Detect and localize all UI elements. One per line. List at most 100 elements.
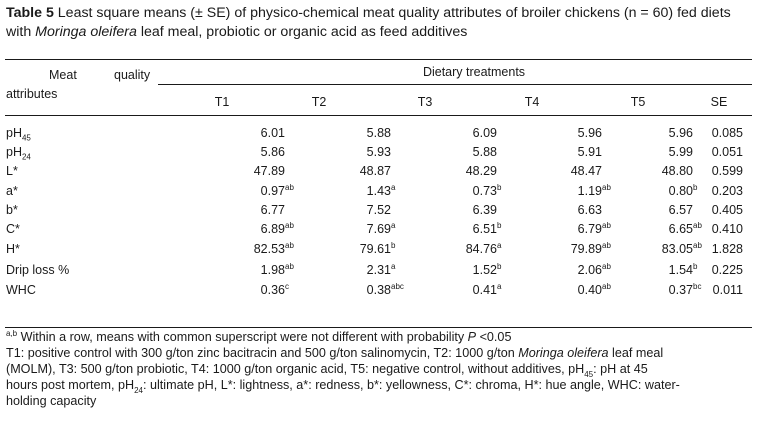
header-dietary-treatments: Dietary treatments [422,65,526,79]
cell-value: 5.86 [260,145,285,159]
cell-superscript: b [497,182,502,192]
table-cell-t5: 48.80 [662,163,693,179]
row-label-subscript: 24 [21,152,31,162]
table-cell-t2: 5.88 [367,125,391,141]
cell-value: 6.79 [577,222,602,236]
table-cell-t4: 6.79ab [578,221,611,237]
cell-value: 82.53 [253,242,285,256]
cell-value: 2.06 [577,263,602,277]
cell-superscript: b [497,261,502,271]
legend-text-1: T1: positive control with 300 g/ton zinc… [6,346,519,360]
cell-value: 6.39 [472,203,497,217]
cell-value: 5.93 [366,145,391,159]
table-cell-se: 0.405 [711,203,743,217]
header-quality: quality [114,68,151,82]
cell-value: 6.51 [472,222,497,236]
cell-superscript: abc [391,281,404,291]
cell-superscript: ab [602,220,611,230]
cell-value: 6.65 [668,222,693,236]
table-cell-t5: 5.99 [669,144,693,160]
cell-value: 7.69 [366,222,391,236]
top-rule [5,59,752,60]
table-caption: Table 5 Least square means (± SE) of phy… [6,4,751,42]
legend-text-6: : ultimate pH, L*: lightness, a*: rednes… [143,378,680,392]
legend-species: Moringa oleifera [518,346,609,360]
table-cell-se: 0.051 [711,145,743,159]
table-cell-t5: 6.65ab [669,221,702,237]
table-cell-t3: 6.09 [473,125,497,141]
cell-value: 1.43 [366,184,391,198]
cell-value: 2.31 [366,263,391,277]
table-cell-se: 0.011 [712,283,743,297]
row-label-text: L* [6,164,18,178]
table-cell-se: 0.225 [711,263,743,277]
table-cell-t3: 0.41a [473,282,502,298]
cell-superscript: a [391,261,396,271]
cell-value: 79.89 [570,242,602,256]
legend-line-1: T1: positive control with 300 g/ton zinc… [6,345,751,361]
table-cell-t4: 0.40ab [578,282,611,298]
table-cell-t1: 0.36c [261,282,289,298]
cell-value: 0.41 [472,283,497,297]
cell-superscript: ab [285,261,294,271]
table-cell-t1: 6.77 [261,202,285,218]
table-cell-t3: 0.73b [473,183,502,199]
table-cell-t5: 0.80b [669,183,698,199]
caption-species: Moringa oleifera [35,24,137,40]
significance-footnote: a,b Within a row, means with common supe… [6,329,751,345]
table-cell-t2: 48.87 [360,163,391,179]
table-cell-t5: 0.37bc [669,282,702,298]
cell-value: 0.73 [472,184,497,198]
table-cell-t1: 5.86 [261,144,285,160]
table-cell-t4: 1.19ab [578,183,611,199]
cell-value: 79.61 [359,242,391,256]
legend-line-2: (MOLM), T3: 500 g/ton probiotic, T4: 100… [6,361,751,379]
table-cell-t1: 6.89ab [261,221,294,237]
cell-superscript: ab [602,281,611,291]
table-cell-t3: 6.39 [473,202,497,218]
header-rule [5,115,752,116]
cell-value: 5.88 [472,145,497,159]
table-cell-t3: 1.52b [473,262,502,278]
table-cell-t4: 5.96 [578,125,602,141]
group-rule [158,84,752,85]
row-label: H* [6,241,20,257]
abbreviations-legend: T1: positive control with 300 g/ton zinc… [6,345,751,409]
cell-superscript: bc [693,281,702,291]
header-attributes: attributes [6,87,58,101]
table-cell-t5: 6.57 [669,202,693,218]
table-cell-t1: 1.98ab [261,262,294,278]
bottom-rule [5,327,752,328]
table-cell-t4: 79.89ab [571,241,611,257]
row-label-text: Drip loss % [6,263,70,277]
cell-value: 6.89 [260,222,285,236]
cell-value: 0.38 [366,283,391,297]
cell-value: 0.36 [260,283,285,297]
row-label: C* [6,221,20,237]
table-cell-t3: 48.29 [466,163,497,179]
col-header-t3: T3 [417,95,433,109]
legend-sub-45: 45 [584,369,594,379]
legend-sub-24: 24 [134,385,143,395]
cell-value: 7.52 [366,203,391,217]
cell-value: 5.88 [366,126,391,140]
table-cell-t2: 7.69a [367,221,396,237]
row-label: pH45 [6,125,31,142]
cell-value: 5.96 [668,126,693,140]
table-cell-t3: 5.88 [473,144,497,160]
table-cell-t5: 1.54b [669,262,698,278]
table-cell-t2: 7.52 [367,202,391,218]
cell-superscript: ab [693,240,702,250]
cell-superscript: ab [602,261,611,271]
cell-superscript: ab [285,240,294,250]
row-label-text: b* [6,203,18,217]
cell-value: 6.77 [260,203,285,217]
cell-value: 48.29 [465,164,497,178]
cell-value: 5.96 [577,126,602,140]
table-cell-t2: 1.43a [367,183,396,199]
cell-superscript: a [497,281,502,291]
legend-text-5: hours post mortem, pH [6,378,135,392]
cell-value: 0.97 [260,184,285,198]
table-cell-t4: 48.47 [571,163,602,179]
col-header-t1: T1 [214,95,230,109]
